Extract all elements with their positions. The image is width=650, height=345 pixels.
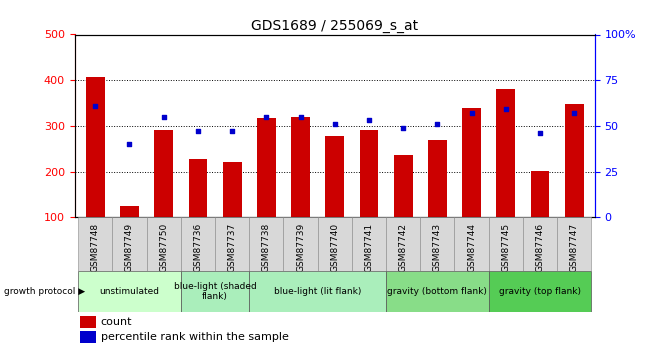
Bar (80, 331, 96, 343)
Point (535, 130, 545, 136)
Bar (565, 104, 584, 217)
Bar (462, 108, 481, 217)
Point (261, 114, 272, 119)
Text: GSM87745: GSM87745 (501, 223, 510, 272)
Bar (489, 271, 592, 312)
Text: GSM87738: GSM87738 (262, 223, 271, 272)
Text: blue-light (shaded
flank): blue-light (shaded flank) (174, 282, 256, 301)
Point (90, 103, 101, 109)
Text: GSM87743: GSM87743 (433, 223, 442, 272)
Point (295, 114, 306, 119)
Bar (181, 271, 249, 312)
Bar (249, 271, 386, 312)
Bar (523, 217, 557, 271)
Point (330, 121, 340, 127)
Point (124, 141, 135, 147)
Bar (78, 217, 112, 271)
Point (192, 129, 203, 134)
Bar (386, 217, 421, 271)
Point (500, 107, 511, 112)
Text: unstimulated: unstimulated (99, 287, 159, 296)
Text: GSM87749: GSM87749 (125, 223, 134, 272)
Bar (497, 89, 515, 217)
Text: percentile rank within the sample: percentile rank within the sample (101, 332, 289, 342)
Bar (489, 217, 523, 271)
Bar (326, 136, 344, 217)
Bar (86, 77, 105, 217)
Title: GDS1689 / 255069_s_at: GDS1689 / 255069_s_at (251, 19, 419, 33)
Bar (80, 316, 96, 328)
Text: GSM87741: GSM87741 (365, 223, 374, 272)
Bar (120, 206, 139, 217)
Text: GSM87736: GSM87736 (194, 223, 202, 272)
Bar (78, 271, 181, 312)
Bar (249, 217, 283, 271)
Text: gravity (top flank): gravity (top flank) (499, 287, 581, 296)
Bar (147, 217, 181, 271)
Text: GSM87742: GSM87742 (398, 223, 408, 272)
Text: GSM87744: GSM87744 (467, 223, 476, 272)
Bar (318, 217, 352, 271)
Point (159, 114, 169, 119)
Point (432, 121, 443, 127)
Bar (421, 217, 454, 271)
Bar (188, 159, 207, 217)
Point (364, 118, 374, 123)
Text: GSM87747: GSM87747 (569, 223, 578, 272)
Text: GSM87748: GSM87748 (91, 223, 100, 272)
Bar (428, 140, 447, 217)
Bar (181, 217, 215, 271)
Point (227, 129, 237, 134)
Point (467, 110, 477, 116)
Text: GSM87737: GSM87737 (227, 223, 237, 272)
Bar (154, 130, 173, 217)
Bar (386, 271, 489, 312)
Point (398, 125, 408, 130)
Bar (223, 161, 242, 217)
Text: blue-light (lit flank): blue-light (lit flank) (274, 287, 361, 296)
Bar (283, 217, 318, 271)
Point (569, 110, 579, 116)
Bar (454, 217, 489, 271)
Bar (112, 217, 147, 271)
Text: GSM87746: GSM87746 (536, 223, 545, 272)
Text: GSM87740: GSM87740 (330, 223, 339, 272)
Bar (215, 217, 249, 271)
Text: GSM87739: GSM87739 (296, 223, 305, 272)
Bar (557, 217, 592, 271)
Bar (257, 118, 276, 217)
Bar (291, 117, 310, 217)
Text: gravity (bottom flank): gravity (bottom flank) (387, 287, 488, 296)
Bar (394, 155, 413, 217)
Text: growth protocol ▶: growth protocol ▶ (4, 287, 85, 296)
Bar (352, 217, 386, 271)
Bar (530, 171, 549, 217)
Text: GSM87750: GSM87750 (159, 223, 168, 272)
Bar (359, 130, 378, 217)
Text: count: count (101, 317, 132, 327)
